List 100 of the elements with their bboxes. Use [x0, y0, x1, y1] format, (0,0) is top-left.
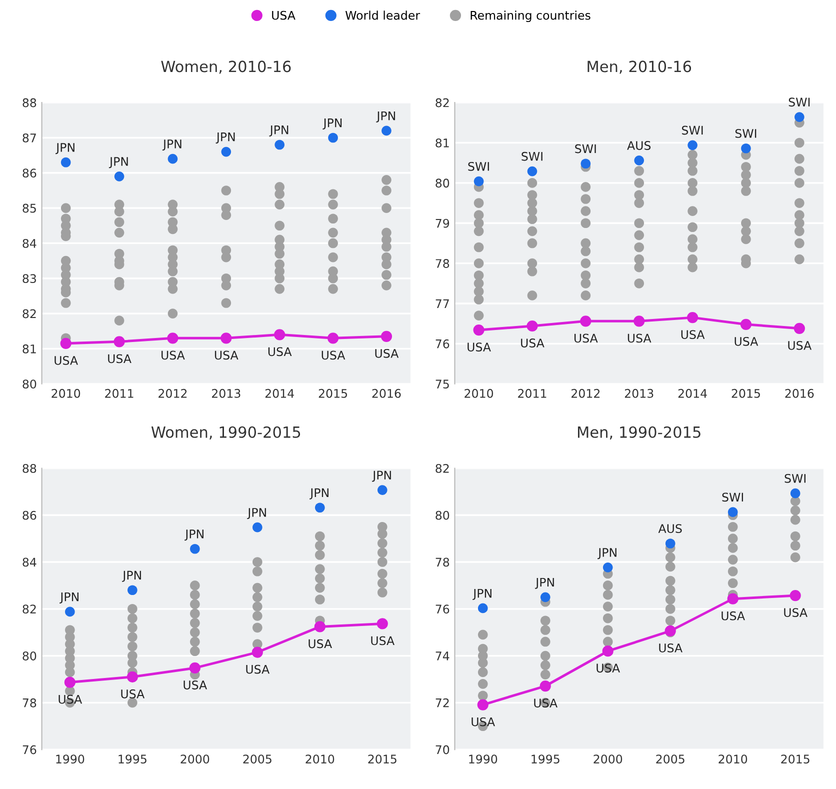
- y-tick-label: 70: [436, 745, 450, 754]
- data-label: USA: [308, 639, 332, 648]
- y-tick-label: 82: [436, 464, 449, 473]
- x-tick-label: 1995: [118, 754, 146, 764]
- point: [128, 622, 138, 633]
- data-label: JPN: [372, 470, 391, 482]
- point: [665, 538, 676, 548]
- x-tick-label: 2010: [464, 388, 494, 398]
- point: [790, 514, 800, 525]
- data-label: AUS: [658, 524, 682, 534]
- point: [252, 646, 263, 658]
- point: [252, 557, 262, 567]
- data-label: SWI: [575, 144, 596, 154]
- point: [314, 574, 325, 584]
- point: [65, 606, 75, 617]
- point: [190, 636, 200, 647]
- y-tick-label: 80: [22, 380, 36, 389]
- y-tick-label: 82: [22, 309, 36, 318]
- data-label: JPN: [376, 111, 396, 122]
- point: [478, 667, 488, 678]
- x-tick-label: 2015: [781, 754, 810, 764]
- point: [474, 176, 484, 186]
- point: [473, 324, 484, 336]
- y-tick-label: 74: [436, 652, 450, 660]
- point: [740, 318, 752, 330]
- point: [252, 602, 262, 612]
- x-tick-label: 2011: [105, 388, 134, 398]
- x-tick-label: 2012: [572, 388, 600, 398]
- data-label: USA: [534, 698, 558, 708]
- point: [60, 338, 72, 349]
- point: [540, 670, 550, 680]
- point: [527, 166, 538, 176]
- data-label: JPN: [598, 548, 616, 560]
- y-tick-label: 81: [22, 344, 36, 354]
- point: [665, 616, 676, 626]
- point: [376, 618, 388, 630]
- point: [665, 604, 676, 614]
- point: [128, 642, 138, 652]
- y-tick-label: 87: [22, 133, 36, 142]
- data-label: USA: [371, 636, 395, 646]
- point: [167, 332, 178, 344]
- x-tick-label: 1990: [56, 754, 84, 764]
- point: [478, 690, 488, 701]
- y-tick-label: 82: [436, 98, 449, 108]
- point: [790, 552, 800, 562]
- point: [190, 580, 200, 590]
- point: [790, 531, 800, 542]
- data-label: USA: [472, 717, 495, 726]
- point: [580, 158, 591, 169]
- point: [190, 544, 200, 554]
- point: [790, 488, 800, 498]
- point: [190, 646, 200, 656]
- x-tick-label: 2014: [678, 388, 707, 398]
- point: [128, 613, 138, 624]
- point: [602, 602, 613, 612]
- data-label: JPN: [60, 592, 78, 604]
- data-label: JPN: [122, 570, 141, 582]
- chart-title: Women, 1990-2015: [151, 426, 300, 440]
- point: [65, 667, 75, 678]
- data-label: USA: [659, 643, 682, 652]
- point: [540, 625, 550, 635]
- data-label: USA: [468, 342, 491, 352]
- point: [60, 157, 71, 168]
- point: [478, 679, 488, 689]
- point: [328, 132, 338, 143]
- point: [377, 588, 388, 598]
- chart-title: Women, 2010-16: [161, 60, 291, 74]
- data-label: SWI: [784, 474, 806, 483]
- point: [128, 585, 138, 596]
- point: [377, 538, 388, 548]
- point: [314, 582, 325, 593]
- y-tick-label: 80: [436, 510, 450, 520]
- point: [477, 699, 488, 710]
- point: [314, 502, 325, 513]
- point: [327, 332, 339, 344]
- x-tick-label: 2013: [212, 388, 240, 398]
- x-tick-label: 2016: [785, 388, 814, 398]
- point: [274, 140, 284, 150]
- data-label: USA: [108, 354, 132, 364]
- chart-title: Men, 1990-2015: [578, 426, 700, 440]
- y-tick-label: 79: [436, 218, 450, 228]
- point: [634, 156, 644, 166]
- x-tick-label: 2011: [518, 388, 546, 398]
- x-tick-label: 2000: [180, 754, 210, 764]
- data-label: USA: [322, 350, 346, 360]
- point: [377, 568, 388, 579]
- data-label: JPN: [322, 118, 342, 130]
- point: [728, 554, 738, 565]
- data-label: JPN: [269, 126, 288, 136]
- point: [665, 552, 676, 562]
- point: [665, 594, 676, 604]
- point: [377, 548, 388, 558]
- point: [380, 330, 392, 342]
- point: [114, 172, 124, 182]
- data-label: USA: [268, 347, 292, 356]
- y-tick-label: 84: [22, 558, 36, 567]
- y-tick-label: 86: [22, 510, 36, 520]
- data-label: JPN: [535, 578, 554, 589]
- point: [634, 316, 645, 327]
- point: [602, 613, 613, 624]
